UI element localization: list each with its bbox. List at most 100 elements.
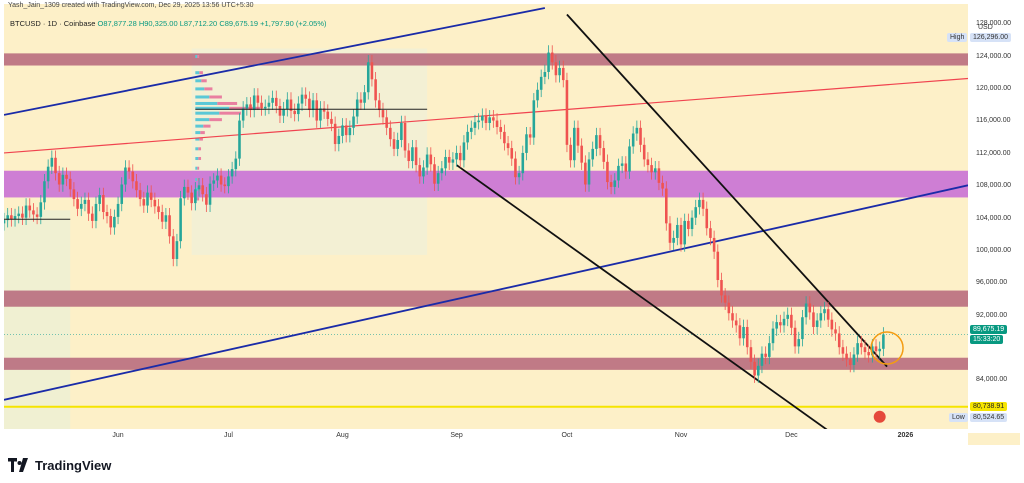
ohlc-values: O87,877.28 H90,325.00 L87,712.20 C89,675…: [97, 19, 327, 28]
candle-body: [68, 178, 72, 190]
candle-body: [149, 192, 153, 200]
chart-credit: Yash_Jain_1309 created with TradingView.…: [8, 2, 254, 9]
candle-body: [690, 217, 694, 230]
candle-body: [124, 167, 127, 185]
candle-body: [160, 212, 164, 222]
candle-body: [341, 125, 344, 136]
candle-body: [10, 215, 13, 220]
left-range-box: [4, 210, 71, 433]
candle-body: [271, 97, 274, 103]
candle-body: [731, 313, 734, 321]
candle-body: [344, 125, 348, 136]
candle-body: [212, 180, 216, 184]
candle-body: [54, 157, 57, 174]
price-axis[interactable]: [968, 4, 1020, 433]
candle-body: [46, 166, 50, 182]
time-axis[interactable]: [4, 429, 968, 445]
volume-profile-bar-1: [195, 71, 200, 75]
candle-body: [13, 216, 17, 220]
volume-profile-bar-sell-11: [199, 137, 203, 141]
candle-body: [745, 326, 749, 348]
candle-body: [370, 62, 374, 80]
candle-body: [455, 152, 458, 160]
candle-body: [91, 213, 94, 221]
candle-body: [469, 127, 473, 132]
price-tick-112,000.00: 112,000.00: [976, 149, 1011, 157]
candle-body: [35, 214, 39, 217]
candle-body: [286, 99, 289, 110]
candle-body: [705, 208, 709, 229]
candle-body: [668, 223, 672, 243]
candle-body: [79, 203, 83, 209]
trend-line-black-3: [566, 13, 888, 368]
time-label-jul: Jul: [223, 432, 233, 439]
candle-body: [65, 174, 68, 179]
time-label-nov: Nov: [674, 432, 688, 439]
volume-profile-bar-sell-7: [219, 111, 241, 115]
candle-body: [4, 220, 6, 224]
candle-body: [653, 168, 657, 173]
candle-body: [116, 203, 120, 217]
candle-body: [252, 95, 256, 111]
volume-profile-bar-14: [195, 166, 198, 170]
candle-body: [17, 213, 21, 217]
candle-body: [109, 216, 112, 228]
volume-profile-bar-sell-13: [198, 157, 202, 161]
candle-body: [433, 164, 436, 184]
candle-body: [205, 194, 208, 205]
candle-body: [282, 109, 285, 116]
tradingview-brand: TradingView: [35, 457, 112, 473]
candle-body: [550, 52, 554, 63]
candle-body: [363, 92, 366, 103]
candle-body: [779, 322, 782, 326]
candle-body: [517, 173, 521, 178]
candle-body: [201, 185, 204, 195]
candle-body: [359, 99, 363, 103]
candle-body: [499, 127, 503, 132]
candle-body: [57, 173, 61, 185]
candle-body: [135, 181, 138, 191]
candle-body: [826, 309, 830, 320]
candle-body: [50, 157, 54, 167]
candle-body: [219, 175, 223, 185]
candle-body: [146, 192, 149, 206]
candle-body: [628, 146, 631, 172]
candle-body: [521, 152, 525, 174]
candle-body: [790, 314, 793, 328]
candle-body: [845, 353, 848, 360]
candle-body: [289, 99, 293, 111]
time-label-2026: 2026: [897, 432, 914, 439]
candle-body: [573, 127, 576, 161]
candle-body: [400, 122, 403, 140]
zone-resistance-low: [4, 290, 968, 307]
candle-body: [812, 312, 815, 327]
countdown-tag: 15:33:20: [970, 335, 1004, 345]
trend-line-black-4: [456, 164, 834, 433]
price-chart[interactable]: [4, 4, 968, 433]
symbol-line: BTCUSD · 1D · Coinbase: [10, 19, 96, 28]
candle-body: [738, 325, 742, 339]
volume-profile-bar-10: [195, 131, 201, 135]
candle-body: [83, 199, 87, 204]
candle-body: [436, 173, 440, 184]
candle-body: [727, 302, 731, 314]
candle-body: [584, 162, 587, 185]
tradingview-logo[interactable]: TradingView: [8, 456, 111, 474]
candle-body: [587, 159, 591, 185]
candle-body: [609, 182, 613, 187]
candle-body: [650, 165, 653, 173]
candle-body: [348, 127, 352, 136]
candle-body: [536, 89, 539, 101]
candle-body: [392, 139, 396, 149]
candle-body: [293, 110, 296, 115]
volume-profile-bar-sell-12: [198, 147, 202, 151]
candle-body: [841, 347, 845, 354]
candle-body: [620, 163, 624, 166]
candle-body: [793, 327, 797, 347]
volume-profile-bar-0: [195, 55, 198, 59]
candle-body: [672, 237, 675, 243]
currency-label: USD: [978, 24, 993, 31]
candle-body: [756, 365, 760, 376]
candle-body: [315, 100, 319, 121]
candle-body: [528, 134, 532, 138]
